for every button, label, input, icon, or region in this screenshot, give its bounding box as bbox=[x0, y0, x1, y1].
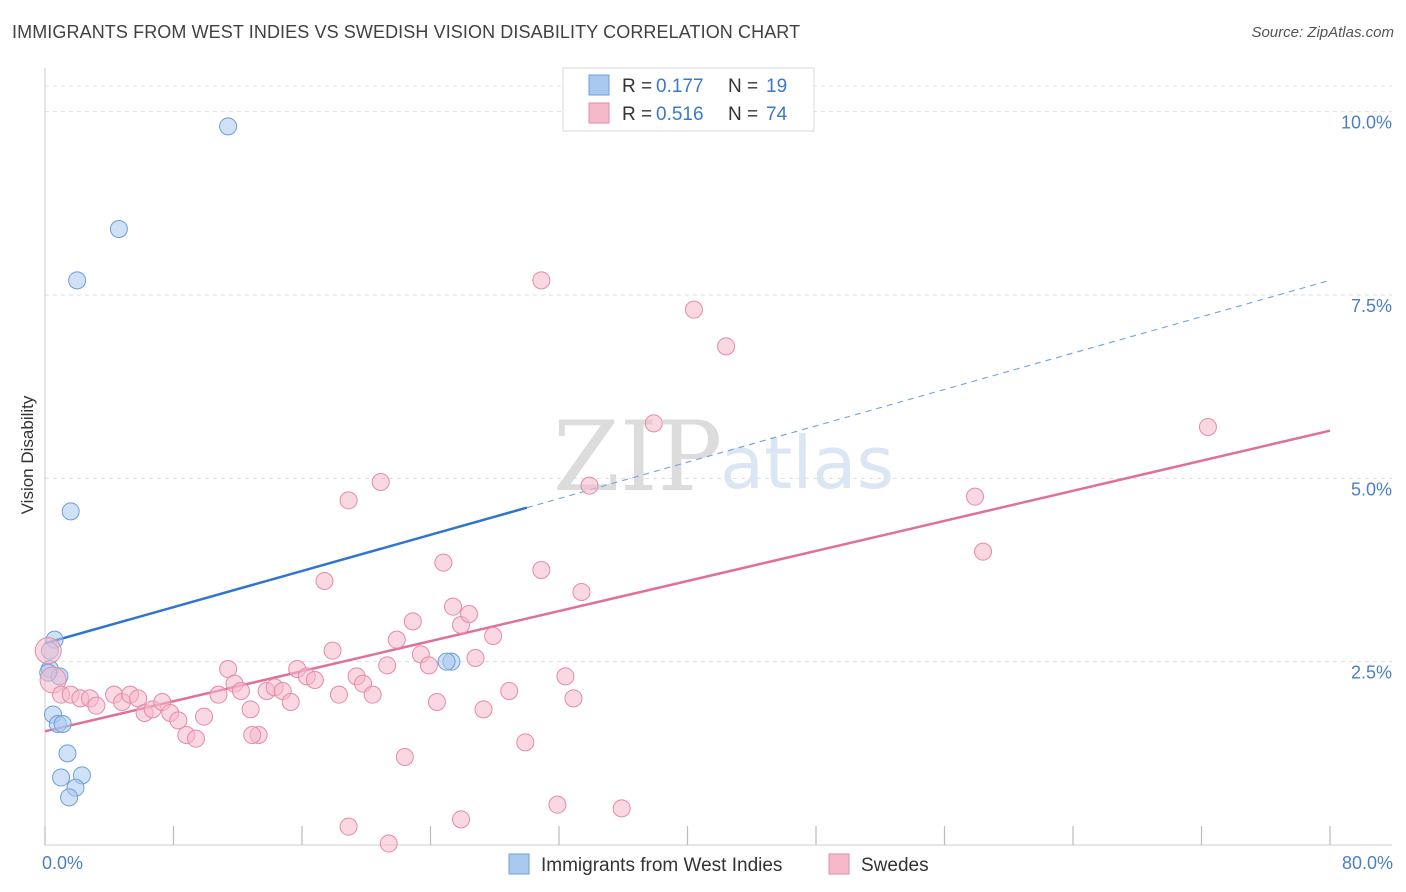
watermark: ZIP atlas bbox=[553, 401, 894, 513]
legend-r-label-west-indies: R = bbox=[622, 76, 652, 97]
legend-r-label-swedes: R = bbox=[622, 104, 652, 125]
point-s1-15 bbox=[169, 711, 188, 730]
y-tick-label-3: 10.0% bbox=[1341, 113, 1392, 133]
point-s1-35 bbox=[339, 491, 358, 510]
grid-lines bbox=[45, 85, 1392, 663]
y-tick-label-0: 2.5% bbox=[1351, 663, 1392, 683]
point-s1-19 bbox=[209, 685, 228, 704]
x-tick-label-1: 80.0% bbox=[1342, 853, 1393, 873]
y-tick-label-1: 5.0% bbox=[1351, 479, 1392, 499]
point-s1-38 bbox=[363, 685, 382, 704]
bottom-legend-label-west-indies: Immigrants from West Indies bbox=[541, 855, 782, 876]
point-s1-6 bbox=[87, 696, 106, 715]
trend-line-swedes bbox=[44, 429, 1331, 733]
bottom-legend-swatch-swedes bbox=[828, 853, 850, 875]
point-s1-55 bbox=[516, 733, 535, 752]
point-s0-3 bbox=[61, 502, 80, 521]
chart-title: IMMIGRANTS FROM WEST INDIES VS SWEDISH V… bbox=[12, 22, 801, 42]
point-s1-17 bbox=[186, 729, 205, 748]
bottom-legend-swatch-west-indies bbox=[508, 853, 530, 875]
legend-r-value-swedes: 0.516 bbox=[656, 104, 704, 125]
point-s1-39 bbox=[371, 473, 390, 491]
trend-line-west-indies-dashed bbox=[526, 279, 1331, 509]
legend-top: R = 0.177 N = 19 R = 0.516 N = 74 bbox=[562, 67, 815, 132]
point-s0-12 bbox=[52, 768, 71, 787]
point-s1-60 bbox=[572, 583, 591, 601]
point-s1-67 bbox=[966, 487, 985, 506]
legend-swatch-swedes bbox=[588, 102, 610, 124]
point-s1-64 bbox=[684, 300, 703, 319]
point-s1-68 bbox=[974, 542, 993, 561]
point-s0-17 bbox=[437, 652, 456, 671]
point-s1-45 bbox=[419, 656, 438, 675]
point-s1-40 bbox=[378, 656, 397, 675]
legend-n-value-west-indies: 19 bbox=[766, 76, 787, 97]
legend-swatch-west-indies bbox=[588, 74, 610, 96]
point-s1-54 bbox=[500, 682, 519, 700]
point-s0-11 bbox=[58, 744, 77, 763]
point-s1-32 bbox=[315, 572, 334, 590]
watermark-atlas: atlas bbox=[720, 421, 894, 505]
point-s1-28 bbox=[281, 693, 300, 711]
point-s1-65 bbox=[717, 337, 736, 356]
point-s1-59 bbox=[564, 689, 583, 708]
point-s1-34 bbox=[329, 685, 348, 704]
point-s1-61 bbox=[580, 476, 599, 495]
point-s1-56 bbox=[532, 561, 551, 579]
point-s1-47 bbox=[434, 553, 453, 572]
source-credit: Source: ZipAtlas.com bbox=[1251, 24, 1394, 41]
point-s0-2 bbox=[68, 271, 87, 290]
point-s1-0 bbox=[34, 637, 62, 665]
point-s1-46 bbox=[427, 693, 446, 711]
point-s0-0 bbox=[219, 117, 238, 136]
point-s1-69 bbox=[1198, 418, 1217, 436]
legend-r-value-west-indies: 0.177 bbox=[656, 76, 704, 97]
point-s0-15 bbox=[60, 788, 79, 807]
point-s1-31 bbox=[305, 671, 324, 689]
y-tick-labels: 2.5% 5.0% 7.5% 10.0% bbox=[1341, 113, 1392, 683]
point-s1-22 bbox=[231, 682, 250, 700]
point-s1-73 bbox=[243, 726, 262, 744]
point-s1-58 bbox=[556, 667, 575, 686]
point-s0-1 bbox=[109, 220, 128, 238]
point-s1-42 bbox=[395, 748, 414, 766]
legend-bottom: Immigrants from West Indies Swedes bbox=[508, 853, 929, 876]
legend-n-label-swedes: N = bbox=[728, 104, 758, 125]
point-s1-57 bbox=[548, 795, 567, 814]
point-s1-63 bbox=[644, 414, 663, 433]
point-s1-53 bbox=[484, 627, 503, 645]
point-s1-33 bbox=[323, 641, 342, 660]
x-tick-labels: 0.0% 80.0% bbox=[42, 853, 1393, 873]
y-tick-label-2: 7.5% bbox=[1351, 296, 1392, 316]
trend-line-west-indies bbox=[44, 506, 528, 645]
point-s1-71 bbox=[452, 810, 471, 829]
point-s1-62 bbox=[612, 799, 631, 818]
point-s0-10 bbox=[53, 715, 72, 733]
watermark-zip: ZIP bbox=[553, 401, 722, 513]
legend-n-value-swedes: 74 bbox=[766, 104, 788, 125]
point-s1-18 bbox=[195, 707, 214, 726]
point-s1-41 bbox=[387, 630, 406, 649]
point-s1-72 bbox=[379, 834, 398, 853]
point-s1-70 bbox=[339, 817, 358, 836]
legend-n-label-west-indies: N = bbox=[728, 76, 758, 97]
point-s1-23 bbox=[241, 700, 260, 719]
trend-lines bbox=[44, 279, 1331, 733]
x-tick-label-0: 0.0% bbox=[42, 853, 83, 873]
bottom-legend-label-swedes: Swedes bbox=[861, 855, 929, 876]
y-axis-label: Vision Disability bbox=[18, 395, 37, 514]
point-s1-43 bbox=[403, 612, 422, 631]
point-s1-48 bbox=[443, 597, 462, 616]
point-s1-66 bbox=[532, 271, 551, 290]
point-s1-50 bbox=[460, 605, 479, 623]
point-s1-51 bbox=[466, 649, 485, 667]
data-points bbox=[34, 117, 1217, 853]
point-s1-52 bbox=[474, 700, 493, 719]
